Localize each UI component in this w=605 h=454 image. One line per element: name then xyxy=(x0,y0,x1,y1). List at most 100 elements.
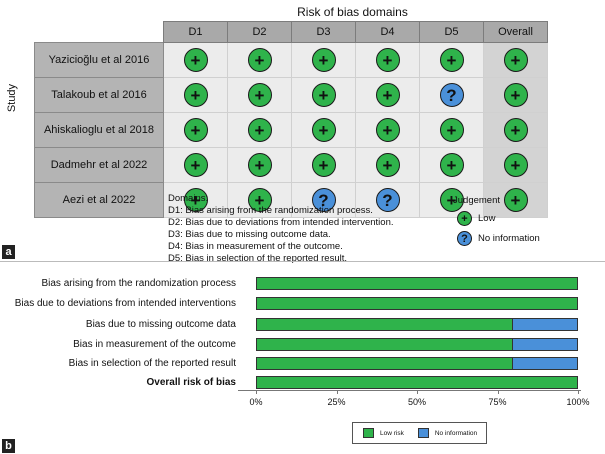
judgement-cell: + xyxy=(227,42,292,78)
bar-segment-no-information xyxy=(512,339,577,350)
low-icon: + xyxy=(375,153,400,177)
judgement-cell: + xyxy=(419,147,484,183)
judgement-cell: + xyxy=(355,77,420,113)
judgement-cell: + xyxy=(355,112,420,148)
bar-track xyxy=(256,338,578,351)
study-name: Ahiskalioglu et al 2018 xyxy=(34,112,164,148)
low-icon: + xyxy=(439,48,464,72)
bar-row: Bias arising from the randomization proc… xyxy=(0,277,605,290)
no-information-icon: ? xyxy=(439,83,464,107)
low-icon: + xyxy=(183,153,208,177)
bar-segment-low-risk xyxy=(257,278,577,289)
judgement-cell: + xyxy=(291,42,356,78)
no-information-icon: ? xyxy=(375,188,400,212)
low-icon: + xyxy=(183,188,208,212)
judgement-heading: Judgement xyxy=(453,195,501,206)
judgement-cell: + xyxy=(163,147,228,183)
low-icon: + xyxy=(247,118,272,142)
column-header-d2: D2 xyxy=(227,21,292,43)
bar-track xyxy=(256,376,578,389)
low-icon: + xyxy=(503,118,528,142)
low-icon: + xyxy=(311,48,336,72)
bar-segment-low-risk xyxy=(257,377,577,388)
judgement-cell: + xyxy=(163,42,228,78)
study-name: Dadmehr et al 2022 xyxy=(34,147,164,183)
judgement-cell: + xyxy=(291,147,356,183)
judgement-cell: ? xyxy=(355,182,420,218)
judgement-low-label: Low xyxy=(478,213,496,224)
no-information-icon: ? xyxy=(311,188,336,212)
bar-category-label: Bias in measurement of the outcome xyxy=(73,339,236,350)
domain-d4: D4: Bias in measurement of the outcome. xyxy=(168,241,343,252)
judgement-cell: + xyxy=(419,112,484,148)
bar-row: Bias due to deviations from intended int… xyxy=(0,297,605,310)
bar-category-label: Overall risk of bias xyxy=(146,377,237,388)
bar-category-label: Bias due to deviations from intended int… xyxy=(14,298,236,309)
x-axis-line xyxy=(238,390,581,391)
bar-category-label: Bias in selection of the reported result xyxy=(68,358,236,369)
x-tick-label: 0% xyxy=(249,397,263,407)
x-tick-mark xyxy=(417,390,418,394)
judgement-cell: + xyxy=(355,42,420,78)
low-icon: + xyxy=(439,188,464,212)
low-icon: + xyxy=(457,211,472,226)
bar-segment-no-information xyxy=(512,319,577,330)
judgement-no-information-label: No information xyxy=(478,233,540,244)
judgement-cell: + xyxy=(163,77,228,113)
bar-segment-low-risk xyxy=(257,319,513,330)
bar-segment-low-risk xyxy=(257,298,577,309)
judgement-no-information: ? No information xyxy=(453,231,540,246)
bar-row: Bias in selection of the reported result xyxy=(0,357,605,370)
low-icon: + xyxy=(439,118,464,142)
low-icon: + xyxy=(247,48,272,72)
bar-track xyxy=(256,277,578,290)
x-tick-label: 75% xyxy=(488,397,507,407)
judgement-cell: + xyxy=(163,112,228,148)
study-row: Talakoub et al 2016 + + + +? + xyxy=(34,77,548,113)
study-name: Yazicioğlu et al 2016 xyxy=(34,42,164,78)
low-risk-swatch xyxy=(363,428,374,438)
judgement-legend: Judgement + Low ? No information xyxy=(453,195,540,246)
low-icon: + xyxy=(375,118,400,142)
judgement-cell: + xyxy=(419,182,484,218)
domain-d2: D2: Bias due to deviations from intended… xyxy=(168,217,394,228)
table-corner xyxy=(34,21,164,43)
x-tick-mark xyxy=(497,390,499,394)
judgement-cell: + xyxy=(483,77,548,113)
study-name: Aezi et al 2022 xyxy=(34,182,164,218)
bar-track xyxy=(256,357,578,370)
judgement-cell: + xyxy=(483,182,548,218)
judgement-low: + Low xyxy=(453,211,540,226)
no-information-legend-label: No information xyxy=(434,429,478,437)
low-risk-legend-label: Low risk xyxy=(380,429,404,437)
study-row: Aezi et al 2022 + +?? + + xyxy=(34,182,548,218)
low-icon: + xyxy=(503,48,528,72)
low-icon: + xyxy=(183,48,208,72)
low-icon: + xyxy=(311,83,336,107)
column-header-d3: D3 xyxy=(291,21,356,43)
judgement-cell: + xyxy=(355,147,420,183)
domains-legend: Domains: D1: Bias arising from the rando… xyxy=(168,193,394,265)
judgement-cell: + xyxy=(483,147,548,183)
bar-category-label: Bias due to missing outcome data xyxy=(85,319,236,330)
domain-d5: D5: Bias in selection of the reported re… xyxy=(168,253,348,264)
bar-row: Bias due to missing outcome data xyxy=(0,318,605,331)
study-row: Ahiskalioglu et al 2018 + + + + + + xyxy=(34,112,548,148)
column-header-d5: D5 xyxy=(419,21,484,43)
low-icon: + xyxy=(247,153,272,177)
rob-grid: D1 D2 D3 D4 D5 Overall Yazicioğlu et al 2016 +… xyxy=(34,21,548,218)
x-tick-label: 50% xyxy=(407,397,427,407)
bar-row: Bias in measurement of the outcome xyxy=(0,338,605,351)
panel-label-b: b xyxy=(2,439,15,453)
judgement-cell: + xyxy=(291,112,356,148)
judgement-cell: + xyxy=(483,112,548,148)
panel-a-traffic-light-plot: Risk of bias domains Study D1 D2 D3 D4 D5 Ove… xyxy=(2,5,548,264)
domains-heading: Domains: xyxy=(168,193,209,204)
judgement-cell: + xyxy=(227,112,292,148)
bar-row: Overall risk of bias xyxy=(0,376,605,389)
low-icon: + xyxy=(311,118,336,142)
panel-b-summary-plot: b xyxy=(0,261,605,454)
low-icon: + xyxy=(311,153,336,177)
panel-label-a: a xyxy=(2,245,15,259)
bar-track xyxy=(256,297,578,310)
